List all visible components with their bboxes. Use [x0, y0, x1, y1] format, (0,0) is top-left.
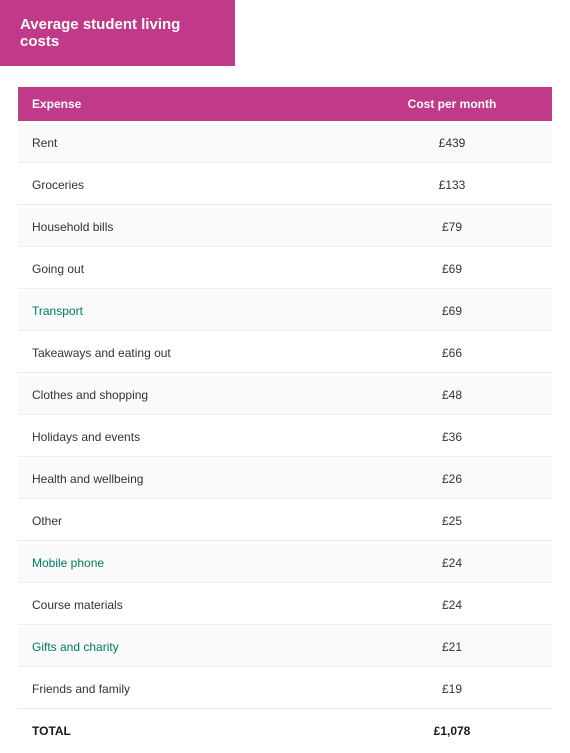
- expense-cell: Course materials: [18, 586, 352, 625]
- cost-cell: £133: [352, 166, 552, 205]
- table-row: Transport£69: [18, 292, 552, 331]
- table-row: Course materials£24: [18, 586, 552, 625]
- expense-cell: Other: [18, 502, 352, 541]
- card-header: Average student living costs: [0, 0, 235, 66]
- cost-cell: £79: [352, 208, 552, 247]
- table-row: Gifts and charity£21: [18, 628, 552, 667]
- table-row: Rent£439: [18, 124, 552, 163]
- table-row: Groceries£133: [18, 166, 552, 205]
- cost-cell: £66: [352, 334, 552, 373]
- expense-cell: Going out: [18, 250, 352, 289]
- cost-cell: £26: [352, 460, 552, 499]
- cost-cell: £48: [352, 376, 552, 415]
- cost-cell: £69: [352, 250, 552, 289]
- expense-cell[interactable]: Gifts and charity: [18, 628, 352, 667]
- expense-cell: Holidays and events: [18, 418, 352, 457]
- expense-cell: Friends and family: [18, 670, 352, 709]
- cost-cell: £36: [352, 418, 552, 457]
- total-value: £1,078: [352, 712, 552, 750]
- expense-cell: Health and wellbeing: [18, 460, 352, 499]
- table-row: Takeaways and eating out£66: [18, 334, 552, 373]
- table-container: Expense Cost per month Rent£439Groceries…: [0, 66, 570, 753]
- cost-cell: £21: [352, 628, 552, 667]
- table-row: Going out£69: [18, 250, 552, 289]
- expense-cell[interactable]: Mobile phone: [18, 544, 352, 583]
- cost-cell: £69: [352, 292, 552, 331]
- table-row: Household bills£79: [18, 208, 552, 247]
- table-header-row: Expense Cost per month: [18, 87, 552, 121]
- total-label: TOTAL: [18, 712, 352, 750]
- table-row: Clothes and shopping£48: [18, 376, 552, 415]
- col-expense: Expense: [18, 87, 352, 121]
- cost-cell: £25: [352, 502, 552, 541]
- table-row: Mobile phone£24: [18, 544, 552, 583]
- cost-cell: £19: [352, 670, 552, 709]
- expense-cell: Takeaways and eating out: [18, 334, 352, 373]
- expense-cell[interactable]: Transport: [18, 292, 352, 331]
- expense-cell: Groceries: [18, 166, 352, 205]
- expense-cell: Rent: [18, 124, 352, 163]
- table-row: Friends and family£19: [18, 670, 552, 709]
- expense-cell: Clothes and shopping: [18, 376, 352, 415]
- table-row: Health and wellbeing£26: [18, 460, 552, 499]
- col-cost: Cost per month: [352, 87, 552, 121]
- expense-cell: Household bills: [18, 208, 352, 247]
- table-row: Other£25: [18, 502, 552, 541]
- cost-cell: £439: [352, 124, 552, 163]
- costs-card: Average student living costs Expense Cos…: [0, 0, 570, 753]
- table-total-row: TOTAL£1,078: [18, 712, 552, 750]
- cost-cell: £24: [352, 544, 552, 583]
- cost-cell: £24: [352, 586, 552, 625]
- card-title: Average student living costs: [20, 16, 180, 50]
- costs-table: Expense Cost per month Rent£439Groceries…: [18, 84, 552, 753]
- table-row: Holidays and events£36: [18, 418, 552, 457]
